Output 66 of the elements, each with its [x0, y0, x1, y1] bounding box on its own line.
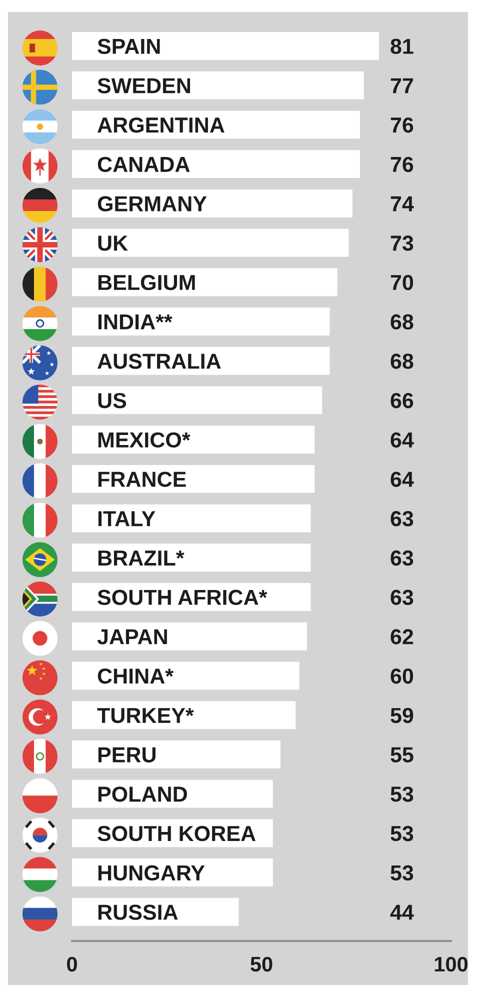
data-label: 55: [390, 747, 414, 762]
y-tick-label: CANADA: [98, 156, 190, 172]
data-label: 59: [390, 708, 414, 724]
data-label: 77: [390, 78, 413, 94]
bar: [72, 386, 322, 414]
x-tick-label: 100: [434, 956, 468, 972]
y-tick-label: RUSSIA: [98, 904, 178, 920]
bar: [72, 740, 280, 768]
data-label: 64: [390, 432, 414, 448]
y-tick-label: POLAND: [98, 786, 187, 802]
bar: [72, 32, 379, 60]
bar: [72, 189, 352, 218]
y-tick-label: US: [98, 392, 126, 408]
bar: [72, 268, 338, 296]
y-tick-label: HUNGARY: [98, 865, 205, 881]
bar: [72, 228, 349, 257]
data-label: 60: [390, 668, 414, 684]
y-tick-label: SWEDEN: [98, 78, 190, 94]
data-label: 53: [390, 826, 414, 842]
y-tick-label: SPAIN: [98, 38, 160, 54]
y-tick-label: FRANCE: [98, 472, 186, 487]
data-label: 53: [390, 786, 414, 802]
data-label: 81: [390, 38, 414, 54]
data-label: 73: [390, 236, 414, 251]
y-tick-label: SOUTH AFRICA*: [98, 590, 268, 606]
data-label: 44: [390, 904, 414, 920]
data-label: 63: [390, 590, 414, 606]
y-tick-label: MEXICO*: [98, 432, 190, 448]
bar: [72, 701, 296, 730]
bar: [72, 504, 311, 532]
y-tick-label: INDIA**: [98, 314, 172, 330]
y-tick-label: UK: [98, 236, 128, 251]
data-label: 68: [390, 354, 414, 369]
y-tick-label: ITALY: [98, 511, 156, 526]
bar: [72, 71, 364, 100]
x-tick-label: 50: [250, 956, 272, 972]
data-label: 70: [390, 274, 414, 290]
bar: [72, 308, 330, 336]
data-label: 64: [390, 472, 414, 487]
y-tick-label: JAPAN: [97, 629, 167, 644]
y-tick-label: GERMANY: [98, 196, 207, 212]
y-tick-label: TURKEY*: [97, 708, 194, 724]
data-label: 63: [390, 550, 414, 566]
data-label: 74: [390, 196, 414, 212]
data-label: 63: [390, 511, 414, 526]
y-tick-label: SOUTH KOREA: [98, 826, 256, 842]
data-label: 76: [390, 117, 414, 133]
y-tick-label: BELGIUM: [98, 274, 195, 290]
y-tick-label: BRAZIL*: [98, 550, 184, 566]
data-label: 62: [390, 629, 414, 644]
x-tick-label: 0: [67, 956, 77, 972]
bar: [72, 426, 315, 454]
bar: [72, 544, 311, 572]
bar: [72, 780, 273, 808]
bar: [72, 464, 315, 493]
y-tick-label: CHINA*: [98, 668, 174, 684]
bar: [72, 150, 360, 178]
bar: [72, 622, 307, 650]
data-label: 66: [390, 392, 414, 408]
y-tick-label: ARGENTINA: [98, 117, 224, 133]
data-label: 76: [390, 156, 414, 172]
data-label: 53: [390, 865, 414, 881]
y-tick-label: PERU: [98, 747, 156, 762]
bar: [72, 662, 300, 690]
data-label: 68: [390, 314, 414, 330]
y-tick-label: AUSTRALIA: [98, 354, 221, 369]
